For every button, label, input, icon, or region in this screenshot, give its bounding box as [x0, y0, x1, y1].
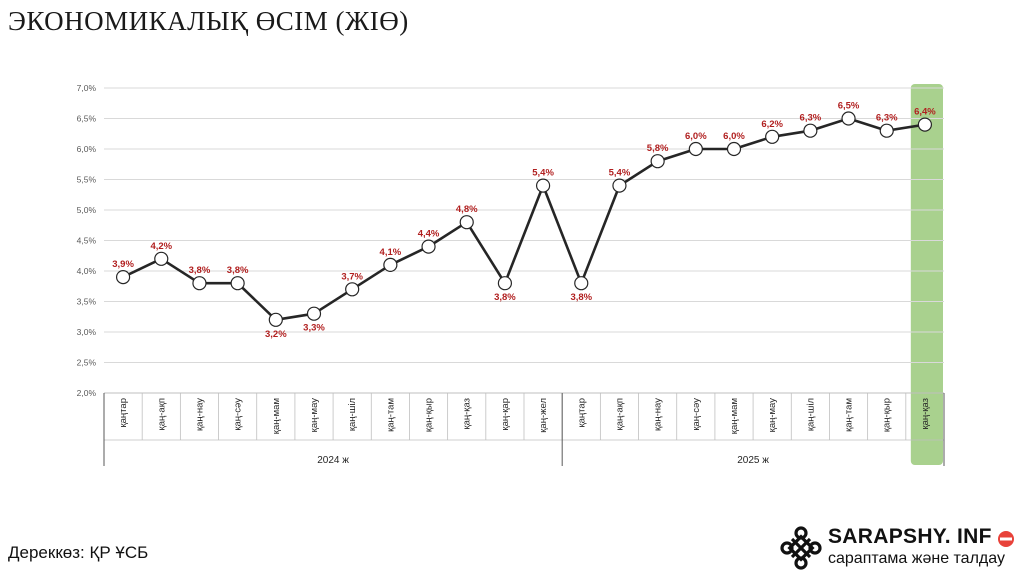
y-tick-label: 2,5% — [77, 358, 97, 368]
gdp-growth-chart: 2,0% 2,5% 3,0% 3,5% 4,0% 4,5% 5,0% 5,5% 6,0% 6,5%… — [77, 83, 945, 466]
x-tick-label: қаң-жел — [538, 398, 549, 433]
data-point — [650, 154, 665, 169]
data-point — [459, 215, 474, 230]
brand-tagline: сараптама және талдау — [828, 550, 1005, 567]
data-point — [726, 141, 742, 157]
y-tick-label: 6,5% — [77, 114, 97, 124]
x-tick-label: қаң-ақп — [156, 398, 167, 430]
data-point — [497, 276, 513, 291]
data-point — [345, 282, 360, 297]
data-label: 5,4% — [532, 168, 554, 179]
data-label: 6,3% — [876, 113, 898, 124]
x-tick-label: қаң-ақп — [614, 398, 625, 430]
x-tick-label: қаң-мау — [767, 398, 778, 433]
x-tick-label: қаң-мам — [729, 398, 740, 434]
data-label: 5,8% — [647, 143, 669, 154]
data-point — [841, 111, 856, 126]
x-tick-label: қаң-қаз — [920, 398, 931, 430]
data-label: 3,8% — [494, 292, 516, 303]
y-tick-label: 3,5% — [77, 297, 97, 307]
year-group-label: 2024 ж — [317, 455, 349, 466]
x-tick-label: қаң-там — [385, 398, 396, 432]
data-label: 3,3% — [303, 323, 325, 334]
data-point — [803, 123, 818, 138]
data-label: 6,3% — [800, 113, 822, 124]
data-point — [230, 276, 245, 291]
data-point — [268, 312, 283, 327]
data-point — [765, 129, 780, 144]
data-label: 4,2% — [150, 241, 172, 252]
year-group-label: 2025 ж — [737, 455, 769, 466]
x-tick-label: қаң-нау — [653, 398, 664, 431]
x-tick-label: қаңтар — [576, 398, 587, 428]
data-point — [192, 276, 207, 291]
y-tick-label: 4,0% — [77, 266, 97, 276]
x-tick-label: қаң-қар — [500, 398, 511, 431]
data-label: 6,2% — [761, 119, 783, 130]
data-label: 4,8% — [456, 204, 478, 215]
data-label: 6,0% — [723, 131, 745, 142]
data-label: 6,4% — [914, 107, 936, 118]
data-point — [612, 178, 627, 193]
x-tick-label: қаң-қаз — [462, 398, 473, 430]
data-point — [383, 257, 398, 272]
y-tick-label: 7,0% — [77, 83, 97, 93]
data-point — [879, 123, 894, 138]
y-tick-label: 3,0% — [77, 327, 97, 337]
data-source-note: Дереккөз: ҚР ҰСБ — [8, 543, 149, 562]
x-tick-label: қаң-қыр — [882, 398, 893, 432]
brand-dot-icon — [998, 531, 1014, 547]
x-tick-label: қаң-шіл — [805, 398, 816, 431]
x-tick-label: қаң-мам — [271, 398, 282, 434]
x-tick-label: қаң-қыр — [424, 398, 435, 432]
data-label: 4,1% — [380, 247, 402, 258]
data-label: 5,4% — [609, 168, 631, 179]
brand-block[interactable]: SARAPSHY. INF сараптама және талдау — [780, 522, 1020, 574]
x-tick-label: қаң-нау — [194, 398, 205, 431]
x-tick-label: қаң-мау — [309, 398, 320, 433]
data-point — [306, 306, 322, 321]
data-point — [574, 276, 589, 291]
data-label: 3,8% — [570, 292, 592, 303]
data-label: 3,8% — [227, 265, 249, 276]
x-tick-label: қаң-там — [844, 398, 855, 432]
data-label: 3,9% — [112, 259, 134, 270]
page-title: ЭКОНОМИКАЛЫҚ ӨСІМ (ЖІӨ) — [8, 6, 409, 36]
data-label: 3,2% — [265, 329, 287, 340]
series-line — [122, 117, 926, 322]
data-point — [535, 178, 551, 193]
data-label: 3,7% — [341, 271, 363, 282]
x-tick-label: қаңтар — [118, 398, 129, 428]
x-tick-label: қаң-сәу — [233, 398, 244, 431]
x-tick-label: қаң-сәу — [691, 398, 702, 431]
brand-name: SARAPSHY. INF — [828, 525, 992, 548]
y-tick-label: 2,0% — [77, 388, 97, 398]
y-tick-label: 4,5% — [77, 236, 97, 246]
x-tick-label: қаң-шіл — [347, 398, 358, 431]
data-point — [688, 141, 703, 157]
y-tick-label: 5,0% — [77, 205, 97, 215]
knot-ornament-icon — [780, 526, 822, 570]
data-point — [917, 117, 933, 132]
data-label: 3,8% — [189, 265, 211, 276]
y-tick-label: 6,0% — [77, 144, 97, 154]
data-label: 6,5% — [838, 101, 860, 112]
data-point — [115, 270, 131, 285]
data-label: 4,4% — [418, 229, 440, 240]
data-point — [421, 239, 436, 254]
data-label: 6,0% — [685, 131, 707, 142]
data-point — [154, 251, 169, 266]
y-tick-label: 5,5% — [77, 175, 97, 185]
